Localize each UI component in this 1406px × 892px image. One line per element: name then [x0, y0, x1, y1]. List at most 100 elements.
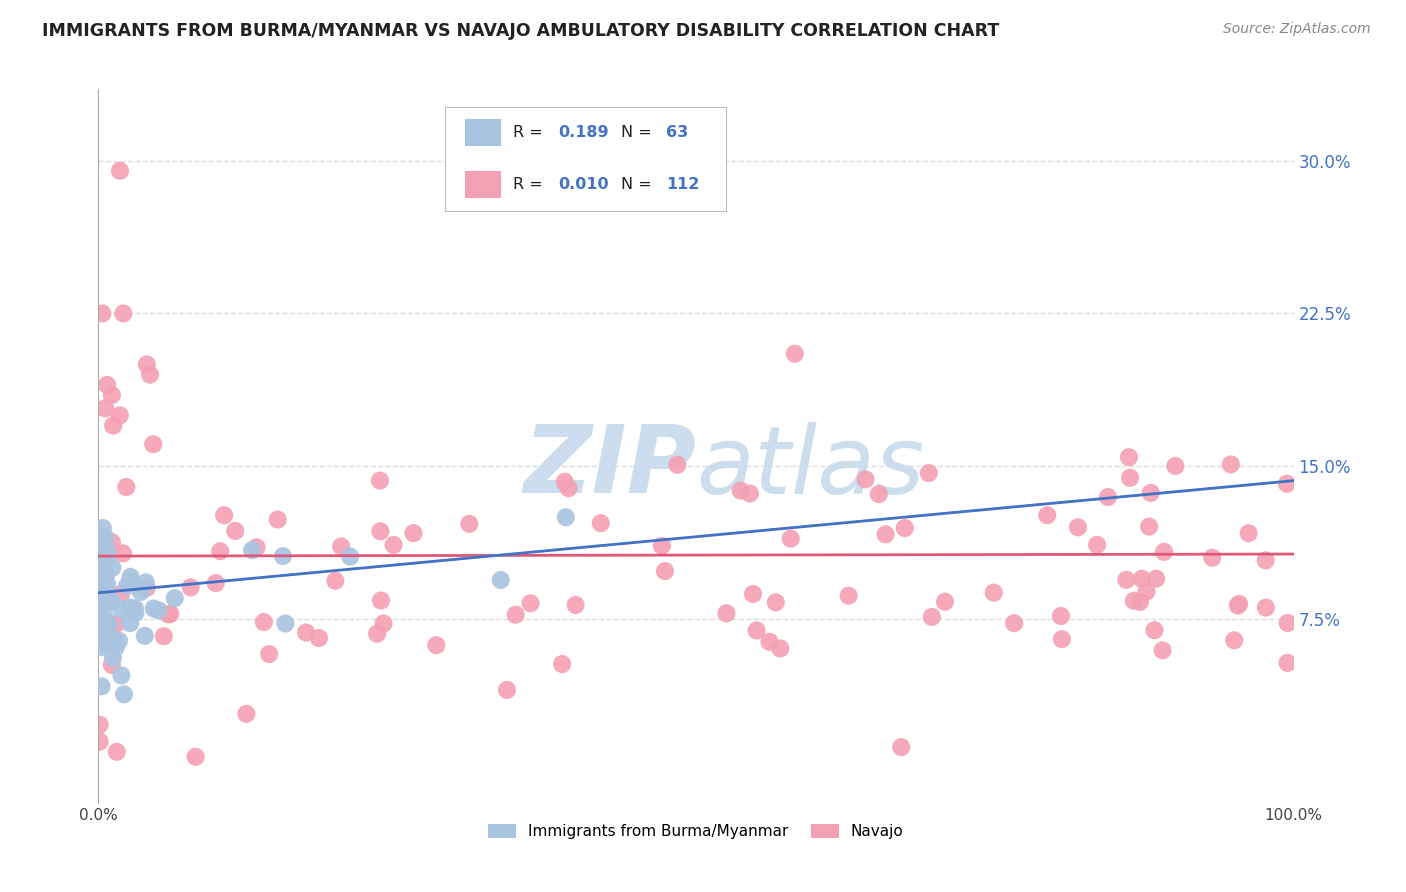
- Point: [93, 580, 115, 594]
- Point: [89, 610, 111, 624]
- Point: [129, 584, 152, 599]
- Point: [1119, 471, 1142, 485]
- Point: [1254, 553, 1277, 567]
- Point: [738, 486, 761, 500]
- Point: [875, 527, 897, 541]
- Point: [325, 574, 347, 588]
- Point: [94, 530, 117, 544]
- Point: [115, 480, 138, 494]
- Point: [1129, 595, 1152, 609]
- Point: [240, 543, 263, 558]
- Point: [1050, 632, 1073, 647]
- Point: [90, 632, 112, 647]
- Point: [890, 740, 912, 755]
- Point: [105, 745, 128, 759]
- Point: [148, 603, 170, 617]
- Point: [1152, 643, 1174, 657]
- Point: [89, 601, 111, 615]
- Point: [1067, 520, 1090, 534]
- Point: [89, 535, 111, 549]
- Point: [1219, 458, 1241, 472]
- Point: [554, 510, 576, 524]
- Point: [108, 633, 131, 648]
- Text: N =: N =: [620, 178, 657, 193]
- Point: [1164, 458, 1187, 473]
- Point: [983, 585, 1005, 599]
- Point: [496, 682, 519, 697]
- Point: [1118, 450, 1140, 465]
- Point: [505, 607, 527, 622]
- Point: [271, 549, 294, 563]
- Point: [758, 635, 780, 649]
- Point: [100, 594, 122, 608]
- Point: [120, 600, 142, 615]
- Point: [458, 516, 481, 531]
- Point: [120, 616, 142, 631]
- Point: [93, 609, 115, 624]
- Point: [135, 581, 157, 595]
- Point: [1277, 615, 1299, 630]
- Point: [1153, 545, 1175, 559]
- Point: [224, 524, 246, 538]
- Point: [101, 418, 124, 433]
- Text: N =: N =: [620, 125, 657, 140]
- Point: [100, 594, 122, 608]
- Point: [101, 651, 124, 665]
- Point: [382, 538, 405, 552]
- Point: [142, 601, 165, 615]
- Point: [90, 612, 112, 626]
- Point: [93, 566, 115, 580]
- Point: [1139, 486, 1161, 500]
- Text: ZIP: ZIP: [523, 421, 696, 514]
- Point: [91, 521, 114, 535]
- Point: [91, 623, 114, 637]
- Point: [97, 548, 120, 562]
- Point: [366, 626, 388, 640]
- Point: [115, 579, 138, 593]
- Point: [1254, 600, 1277, 615]
- Point: [934, 595, 956, 609]
- Point: [98, 617, 121, 632]
- Point: [1135, 584, 1157, 599]
- FancyBboxPatch shape: [465, 120, 501, 146]
- Point: [184, 749, 207, 764]
- Point: [93, 589, 115, 603]
- Point: [730, 483, 752, 498]
- Point: [89, 717, 111, 731]
- Point: [1201, 550, 1223, 565]
- Point: [93, 546, 115, 560]
- Point: [96, 578, 118, 592]
- Point: [274, 616, 297, 631]
- Point: [654, 564, 676, 578]
- Point: [779, 532, 801, 546]
- Point: [742, 587, 765, 601]
- Point: [94, 538, 117, 552]
- Point: [110, 586, 132, 600]
- Point: [1085, 538, 1108, 552]
- Point: [666, 458, 689, 472]
- Text: 0.189: 0.189: [558, 125, 609, 140]
- Point: [101, 535, 124, 549]
- Point: [245, 541, 267, 555]
- Point: [104, 640, 127, 655]
- Point: [257, 647, 280, 661]
- Point: [267, 512, 290, 526]
- Point: [91, 550, 114, 565]
- Point: [339, 549, 361, 564]
- Point: [716, 607, 738, 621]
- Point: [108, 163, 131, 178]
- Point: [93, 574, 115, 589]
- Point: [89, 562, 111, 576]
- Point: [489, 573, 512, 587]
- Text: R =: R =: [513, 125, 548, 140]
- Point: [94, 568, 117, 582]
- Point: [855, 472, 877, 486]
- Point: [373, 616, 395, 631]
- Point: [94, 583, 117, 598]
- Point: [124, 606, 146, 620]
- Point: [110, 602, 132, 616]
- Point: [370, 524, 392, 539]
- Point: [838, 589, 860, 603]
- Point: [893, 521, 915, 535]
- Point: [212, 508, 235, 523]
